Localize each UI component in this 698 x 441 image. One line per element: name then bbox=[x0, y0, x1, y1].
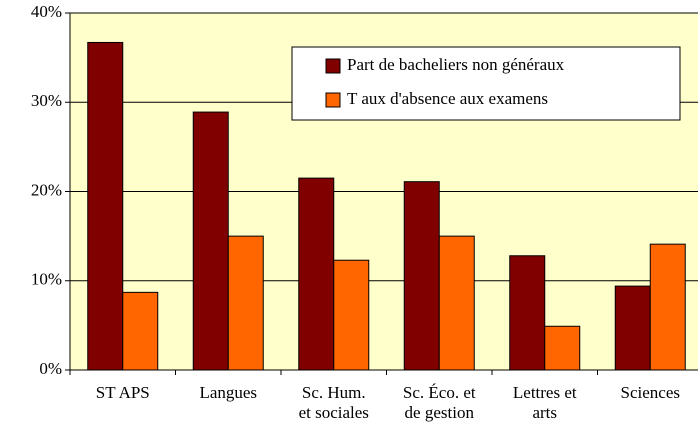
y-tick-label: 40% bbox=[31, 2, 62, 21]
y-tick-label: 0% bbox=[39, 359, 62, 378]
y-tick-label: 10% bbox=[31, 270, 62, 289]
x-tick-label: Sc. Hum. et sociales bbox=[298, 383, 369, 422]
y-tick-label: 30% bbox=[31, 91, 62, 110]
bar bbox=[333, 259, 370, 371]
x-tick-label: ST APS bbox=[95, 383, 150, 402]
legend-swatch bbox=[325, 58, 341, 74]
legend-label: T aux d'absence aux examens bbox=[347, 89, 548, 108]
bar bbox=[87, 41, 124, 371]
x-tick-label: Sc. Éco. et de gestion bbox=[402, 383, 476, 422]
bar bbox=[192, 111, 229, 371]
bar bbox=[227, 235, 264, 371]
bar bbox=[122, 291, 159, 371]
bar bbox=[544, 325, 581, 371]
bar bbox=[509, 255, 546, 371]
bar bbox=[614, 285, 651, 371]
bar bbox=[403, 181, 440, 371]
bar bbox=[649, 243, 686, 371]
legend-swatch bbox=[325, 92, 341, 108]
x-tick-label: Lettres et arts bbox=[512, 383, 577, 422]
legend bbox=[291, 46, 681, 121]
bar bbox=[298, 177, 335, 371]
x-tick-label: Sciences bbox=[620, 383, 680, 402]
x-tick-label: Langues bbox=[199, 383, 258, 402]
legend-label: Part de bacheliers non généraux bbox=[347, 55, 565, 74]
y-tick-label: 20% bbox=[31, 180, 62, 199]
bar bbox=[438, 235, 475, 371]
